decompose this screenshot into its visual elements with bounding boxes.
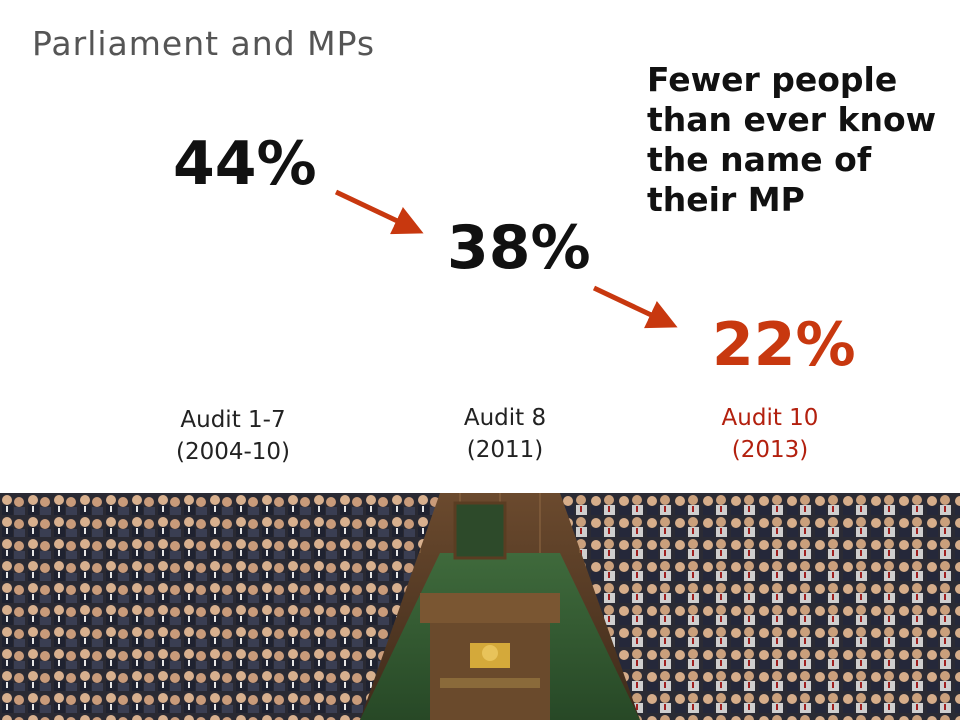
chamber-image [0, 493, 960, 720]
slide-title: Parliament and MPs [32, 24, 376, 63]
stat-label-period: Audit 8 [463, 405, 547, 431]
stat-label-years: (2004-10) [175, 439, 291, 465]
stat-value-audit-8: 38% [447, 213, 591, 283]
arrow-down-icon [592, 285, 678, 329]
stat-label-years: (2011) [466, 437, 544, 463]
stat-label-audit-10: Audit 10 (2013) [670, 402, 870, 466]
stat-label-years: (2013) [731, 437, 809, 463]
stat-label-audit-8: Audit 8 (2011) [405, 402, 605, 466]
trend-arrows [334, 189, 678, 329]
stat-label-audit-1-7: Audit 1-7 (2004-10) [133, 404, 333, 468]
arrow-down-icon [334, 189, 424, 235]
stat-value-audit-10: 22% [712, 310, 856, 380]
house-of-commons-photo [0, 493, 960, 720]
stat-label-period: Audit 10 [721, 405, 819, 431]
headline: Fewer people than ever know the name of … [647, 60, 937, 219]
stat-value-audit-1-7: 44% [173, 129, 317, 199]
stat-label-period: Audit 1-7 [180, 407, 286, 433]
